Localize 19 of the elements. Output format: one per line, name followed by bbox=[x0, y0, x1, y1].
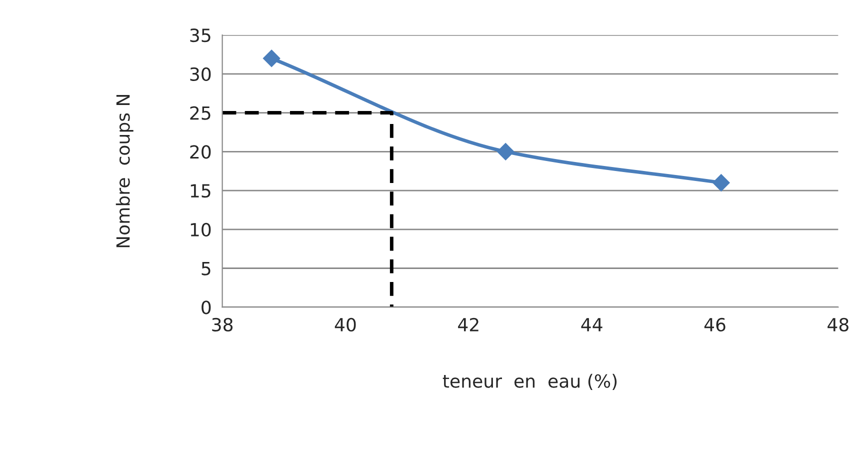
point bbox=[497, 143, 514, 160]
y-tick-label: 15 bbox=[190, 184, 210, 198]
point bbox=[263, 50, 280, 67]
x-tick-label: 40 bbox=[334, 318, 356, 332]
y-tick-label: 30 bbox=[190, 67, 211, 82]
point bbox=[712, 174, 730, 192]
y-tick-label: 35 bbox=[190, 28, 210, 42]
y-axis-title: Nombre coups N bbox=[116, 94, 134, 248]
x-axis-title: teneur en eau (%) bbox=[442, 374, 617, 390]
x-tick-label: 46 bbox=[704, 318, 726, 332]
x-tick-label: 48 bbox=[828, 318, 848, 332]
x-tick-label: 42 bbox=[458, 318, 478, 332]
y-tick-label: 25 bbox=[190, 106, 210, 120]
y-tick-label: 0 bbox=[202, 300, 211, 314]
y-tick-label: 5 bbox=[202, 262, 210, 276]
y-tick-label: 20 bbox=[190, 145, 211, 159]
y-tick-label: 10 bbox=[190, 222, 211, 236]
x-tick-label: 44 bbox=[581, 318, 602, 332]
x-tick-label: 38 bbox=[212, 318, 233, 332]
